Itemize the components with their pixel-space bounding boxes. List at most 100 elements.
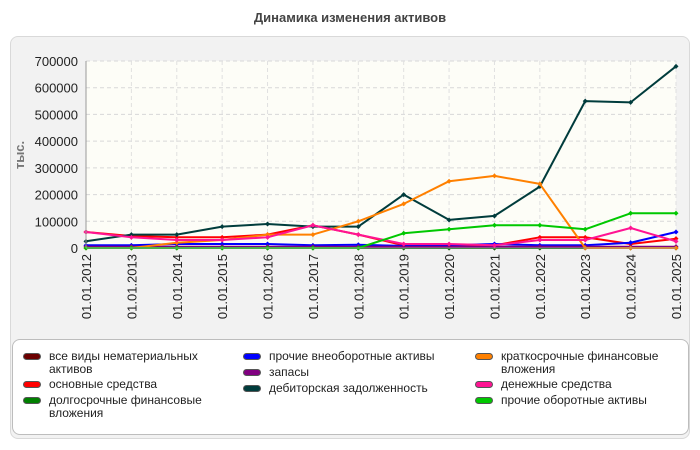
data-point <box>174 234 180 240</box>
legend-swatch <box>243 353 261 360</box>
y-tick-label: 100000 <box>35 214 78 229</box>
legend-swatch <box>23 381 41 388</box>
y-tick-label: 700000 <box>35 54 78 69</box>
legend-label: прочие внеоборотные активы <box>269 349 435 363</box>
data-point <box>673 229 679 235</box>
data-point <box>265 234 271 240</box>
data-point <box>537 234 543 240</box>
data-point <box>310 232 316 238</box>
x-tick-label: 01.01.2023 <box>578 254 593 319</box>
data-point <box>446 241 452 247</box>
y-tick-labels: 0 100000 200000 300000 400000 500000 600000 700… <box>35 54 78 256</box>
data-point <box>582 234 588 240</box>
data-point <box>673 238 679 244</box>
data-point <box>355 232 361 238</box>
legend-swatch <box>475 397 493 404</box>
legend-swatch <box>475 381 493 388</box>
x-tick-label: 01.01.2021 <box>487 254 502 319</box>
data-point <box>446 178 452 184</box>
data-point <box>582 237 588 243</box>
data-point <box>491 173 497 179</box>
y-tick-label: 200000 <box>35 188 78 203</box>
data-point <box>401 241 407 247</box>
x-tick-label: 01.01.2025 <box>669 254 684 319</box>
data-point <box>265 221 271 227</box>
x-tick-label: 01.01.2019 <box>397 254 412 319</box>
grid-lines <box>85 60 677 249</box>
x-tick-label: 01.01.2024 <box>624 254 639 319</box>
x-tick-label: 01.01.2015 <box>215 254 230 319</box>
series-6 <box>83 173 679 251</box>
data-point <box>174 240 180 246</box>
legend-swatch <box>243 385 261 392</box>
y-tick-label: 400000 <box>35 134 78 149</box>
data-point <box>537 181 543 187</box>
legend-label: дебиторская задолженность <box>269 381 428 395</box>
legend-label: основные средства <box>49 377 158 391</box>
data-point <box>355 224 361 230</box>
data-point <box>219 224 225 230</box>
data-point <box>491 213 497 219</box>
x-tick-label: 01.01.2017 <box>306 254 321 319</box>
data-point <box>355 218 361 224</box>
data-point <box>628 240 634 246</box>
x-tick-label: 01.01.2016 <box>261 254 276 319</box>
y-tick-label: 500000 <box>35 107 78 122</box>
data-point <box>446 217 452 223</box>
legend-swatch <box>475 353 493 360</box>
data-point <box>628 99 634 105</box>
data-point <box>582 226 588 232</box>
legend-label: запасы <box>269 365 309 379</box>
data-point <box>174 237 180 243</box>
legend-label: денежные средства <box>501 377 612 391</box>
series-7 <box>83 222 679 248</box>
legend-swatch <box>23 353 41 360</box>
data-point <box>582 98 588 104</box>
data-point <box>673 210 679 216</box>
data-point <box>219 234 225 240</box>
x-tick-label: 01.01.2022 <box>533 254 548 319</box>
x-tick-label: 01.01.2018 <box>351 254 366 319</box>
legend: все виды нематериальных активов основные… <box>12 339 689 435</box>
x-tick-label: 01.01.2012 <box>79 254 94 319</box>
plot-area <box>86 61 676 248</box>
data-point <box>219 237 225 243</box>
chart-title: Динамика изменения активов <box>253 10 447 25</box>
y-axis-label: тыс. <box>12 141 27 169</box>
data-point <box>673 63 679 69</box>
data-point <box>265 232 271 238</box>
data-point <box>401 201 407 207</box>
x-tick-label: 01.01.2013 <box>124 254 139 319</box>
legend-swatch <box>23 397 41 404</box>
x-tick-label: 01.01.2020 <box>442 254 457 319</box>
data-point <box>174 232 180 238</box>
data-point <box>537 222 543 228</box>
legend-label: долгосрочные финансовые вложения <box>49 393 202 420</box>
legend-swatch <box>243 369 261 376</box>
legend-label: краткосрочные финансовые вложения <box>501 349 659 376</box>
series-line <box>86 174 676 249</box>
x-tick-label: 01.01.2014 <box>170 254 185 319</box>
series-5 <box>83 63 679 244</box>
data-point <box>401 192 407 198</box>
data-point <box>310 222 316 228</box>
series-line <box>85 224 677 247</box>
data-point <box>128 234 134 240</box>
data-point <box>491 222 497 228</box>
data-point <box>128 232 134 238</box>
data-point <box>401 230 407 236</box>
axes <box>85 61 676 249</box>
y-tick-label: 300000 <box>35 161 78 176</box>
data-point <box>446 226 452 232</box>
data-point <box>628 210 634 216</box>
y-tick-label: 0 <box>71 241 78 256</box>
legend-label: прочие оборотные активы <box>501 393 647 407</box>
series-line <box>86 231 677 247</box>
data-point <box>628 225 634 231</box>
data-point <box>537 237 543 243</box>
data-point <box>265 241 271 247</box>
series-line <box>85 65 677 243</box>
legend-label: все виды нематериальных активов <box>49 349 198 376</box>
data-point <box>491 242 497 248</box>
